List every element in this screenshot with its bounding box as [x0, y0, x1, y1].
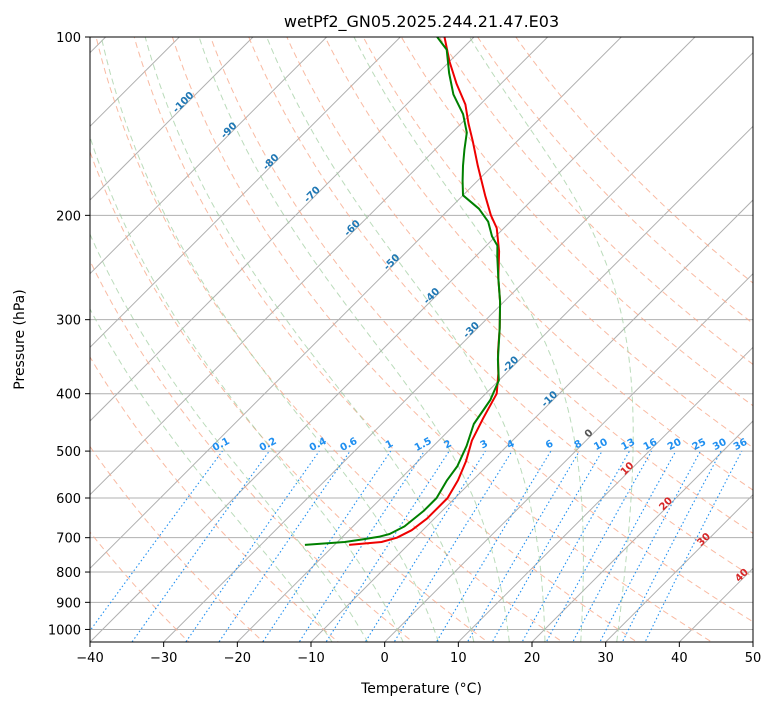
dry-adiabat: [90, 531, 190, 642]
y-tick-label: 500: [56, 445, 81, 460]
data-layer: [304, 37, 502, 546]
isotherm-line: [90, 37, 328, 275]
isotherm-line: [90, 37, 475, 422]
y-tick-label: 900: [56, 596, 81, 611]
moist-adiabat: [100, 37, 440, 642]
x-tick-label: 30: [597, 651, 614, 666]
isotherm-line: [90, 37, 181, 128]
mixing-ratio-line: [262, 450, 392, 642]
isotherm-line: [531, 420, 753, 642]
axes-layer: −40 −30 −20 −10 0 10 20 30 40 50 100 200 300 400 500 60…: [48, 31, 761, 666]
isotherm-line: [604, 493, 753, 642]
chart-title: wetPf2_GN05.2025.244.21.47.E03: [284, 12, 559, 32]
dry-adiabat: [90, 356, 340, 642]
x-tick-label: 50: [745, 651, 762, 666]
mixing-ratio-line: [131, 450, 270, 642]
dry-adiabat: [286, 37, 753, 534]
y-tick-label: 200: [56, 209, 81, 224]
grid-layer: [90, 37, 753, 642]
y-tick-label: 700: [56, 532, 81, 547]
isotherm-line: [236, 125, 753, 642]
dewpoint-profile: [304, 37, 502, 546]
mixing-ratio-line: [90, 450, 223, 632]
dry-adiabat: [133, 37, 638, 642]
moist-adiabat: [90, 135, 404, 642]
isotherm-line: [90, 37, 623, 570]
y-tick-label: 400: [56, 388, 81, 403]
dry-adiabat: [400, 37, 753, 407]
isotherm-line: [90, 37, 549, 496]
moist-adiabat: [469, 37, 634, 642]
isotherm-line: [90, 37, 254, 201]
mixing-ratio-line: [621, 450, 722, 642]
x-tick-label: 40: [671, 651, 688, 666]
y-tick-label: 300: [56, 314, 81, 329]
mixing-ratio-line: [435, 450, 552, 642]
isotherm-line: [310, 199, 753, 642]
mixing-ratio-line: [185, 450, 320, 642]
x-tick-label: −30: [150, 651, 177, 666]
mixing-ratio-line: [572, 450, 677, 642]
dry-adiabat: [90, 259, 414, 642]
mixing-ratio-line: [491, 450, 603, 642]
moist-adiabat: [144, 37, 475, 642]
plot-frame: [89, 36, 754, 643]
isotherm-line: [162, 51, 753, 642]
dry-adiabat: [90, 150, 489, 642]
isotherm-line: [457, 346, 753, 642]
y-tick-label: 1000: [48, 623, 81, 638]
isotherm-line: [90, 37, 696, 642]
y-tick-label: 800: [56, 566, 81, 581]
mixing-ratio-label: 2: [442, 438, 453, 451]
mixing-ratio-line: [393, 450, 513, 642]
mixing-ratio-label: 3: [479, 438, 490, 451]
x-tick-label: −10: [297, 651, 324, 666]
x-tick-label: 10: [450, 651, 467, 666]
x-tick-label: 20: [524, 651, 541, 666]
x-tick-label: −40: [76, 651, 103, 666]
mixing-ratio-line: [466, 450, 580, 642]
mixing-ratio-line: [599, 450, 701, 642]
y-axis-label: Pressure (hPa): [12, 289, 28, 389]
mixing-ratio-label: 1: [384, 438, 395, 451]
x-tick-label: −20: [224, 651, 251, 666]
isotherm-line: [383, 272, 753, 642]
mixing-ratio-label: 4: [505, 438, 516, 451]
mixing-ratio-label: 6: [544, 438, 555, 451]
moist-adiabat: [353, 37, 584, 642]
isotherm-line: [90, 37, 402, 349]
mixing-ratio-line: [364, 450, 486, 642]
dry-adiabat: [362, 37, 753, 449]
moist-adiabat: [90, 232, 369, 642]
moist-adiabat: [90, 308, 333, 642]
x-tick-label: 0: [381, 651, 389, 666]
mixing-ratio-line: [644, 450, 743, 642]
dry-adiabat: [438, 37, 753, 365]
mixing-ratio-label: 8: [573, 438, 584, 451]
dry-adiabat: [210, 37, 753, 623]
x-axis-label: Temperature (°C): [360, 681, 482, 697]
dry-adiabat: [171, 37, 713, 642]
moist-adiabat: [198, 37, 510, 642]
y-tick-label: 600: [56, 492, 81, 507]
y-tick-label: 100: [56, 31, 81, 46]
mixing-ratio-line: [218, 450, 351, 642]
moist-adiabat: [266, 37, 546, 642]
